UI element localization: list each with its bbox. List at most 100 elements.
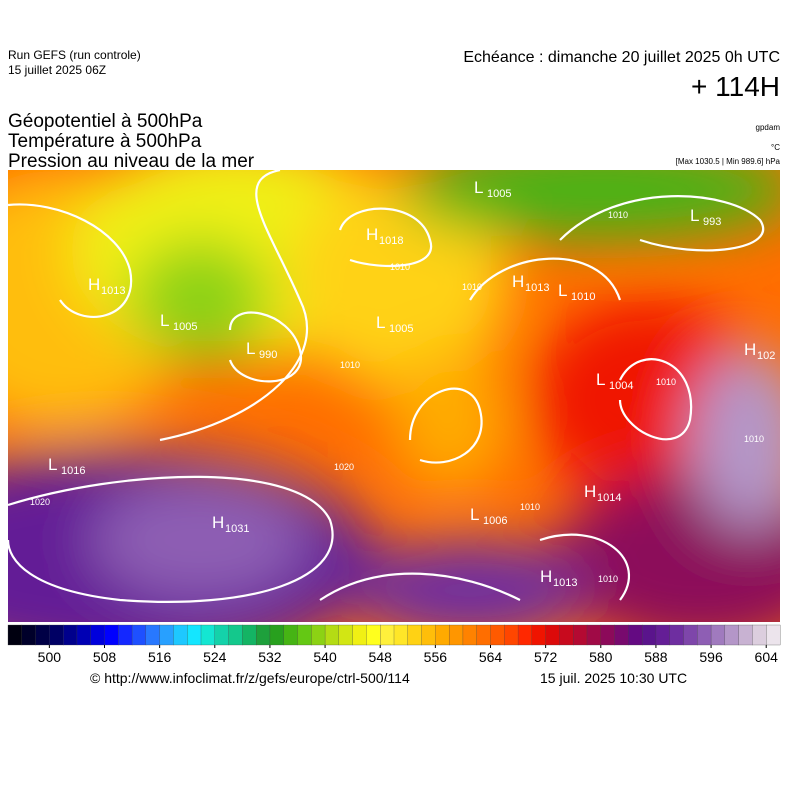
colorbar-tick-label: 572 [534,649,558,665]
colorbar-swatch [600,624,616,646]
colorbar-swatch [380,624,395,646]
center-type: L [596,370,605,389]
colorbar-swatch [228,624,243,646]
colorbar-swatch [628,624,643,646]
center-value: 1005 [389,323,413,335]
colorbar-swatch [476,624,491,646]
colorbar-swatch [49,624,64,646]
unit: °C [771,143,780,152]
colorbar-swatch [283,624,298,646]
center-type: H [88,275,100,294]
colorbar-tick-label: 508 [93,649,117,665]
isobar-label: 1020 [334,462,354,472]
center-type: L [48,455,57,474]
isobar-label: 1010 [598,574,618,584]
colorbar-swatch [531,624,547,646]
colorbar-swatch [573,624,588,646]
issue-time: 15 juil. 2025 10:30 UTC [540,670,687,686]
field-name: Géopotentiel à 500hPa [8,111,203,132]
colorbar-swatch [504,624,519,646]
colorbar-tick-label: 580 [589,649,613,665]
colorbar-swatch [311,624,326,646]
colorbar-swatch [200,624,216,646]
run-date: 15 juillet 2025 06Z [8,63,106,77]
colorbar-swatch [242,624,257,646]
center-type: L [160,311,169,330]
colorbar-swatch [435,624,450,646]
colorbar-swatch [173,624,188,646]
colorbar-swatch [35,624,50,646]
center-type: H [540,567,552,586]
colorbar-swatch [393,624,409,646]
center-type: L [558,281,567,300]
unit: [Max 1030.5 | Min 989.6] hPa [676,157,781,166]
center-value: 1013 [553,577,577,589]
colorbar-swatch [297,624,312,646]
center-value: 993 [703,216,721,228]
colorbar-swatch [752,624,767,646]
isobar-label: 1010 [340,360,360,370]
center-value: 990 [259,349,277,361]
colorbar-tick-label: 500 [38,649,62,665]
colorbar-swatch [187,624,202,646]
valid-time: Echéance : dimanche 20 juillet 2025 0h U… [463,49,780,66]
colorbar-swatch [462,624,478,646]
center-value: 1031 [225,523,249,535]
colorbar-swatch [366,624,381,646]
center-value: 102 [757,350,775,362]
colorbar-tick-label: 604 [755,649,779,665]
colorbar-tick-label: 516 [148,649,172,665]
center-type: L [474,178,483,197]
colorbar-swatch [214,624,230,646]
colorbar-swatch [517,624,533,646]
colorbar-swatch [710,624,726,646]
colorbar-swatch [559,624,574,646]
center-type: H [212,513,224,532]
center-value: 1016 [61,465,85,477]
colorbar-swatch [62,624,78,646]
colorbar-swatch [683,624,698,646]
center-value: 1013 [525,282,549,294]
colorbar: 500 508 516 524 532 540 548 556 564 572 580 588 596 6… [7,624,781,665]
isobar-label: 1010 [520,502,540,512]
colorbar-swatch [738,624,753,646]
center-value: 1018 [379,235,403,247]
colorbar-swatch [724,624,740,646]
colorbar-swatch [490,624,505,646]
center-value: 1014 [597,492,621,504]
colorbar-swatch [669,624,684,646]
center-type: H [366,225,378,244]
field-name: Pression au niveau de la mer [8,151,255,172]
colorbar-swatch [448,624,464,646]
lead-time: + 114H [691,71,780,102]
colorbar-tick-label: 548 [369,649,393,665]
colorbar-tick-label: 532 [258,649,282,665]
colorbar-swatch [255,624,271,646]
center-type: L [376,313,385,332]
center-value: 1013 [101,285,125,297]
isobar-label: 1010 [390,262,410,272]
colorbar-swatch [586,624,602,646]
isobar-label: 1010 [608,210,628,220]
colorbar-tick-label: 596 [699,649,723,665]
colorbar-tick-label: 588 [644,649,668,665]
isobar-label: 1010 [656,377,676,387]
center-type: L [690,206,699,225]
isobar-label: 1010 [744,434,764,444]
source-url: © http://www.infoclimat.fr/z/gefs/europe… [90,670,410,686]
colorbar-swatch [655,624,671,646]
isobar-label: 1010 [462,282,482,292]
colorbar-swatch [104,624,119,646]
colorbar-swatch [118,624,133,646]
colorbar-swatch [131,624,147,646]
colorbar-swatch [407,624,423,646]
colorbar-swatch [145,624,161,646]
colorbar-swatch [7,624,23,646]
center-type: L [470,505,479,524]
colorbar-swatch [614,624,629,646]
run-label: Run GEFS (run controle) [8,48,141,62]
center-value: 1005 [487,188,511,200]
unit: gpdam [756,123,781,132]
